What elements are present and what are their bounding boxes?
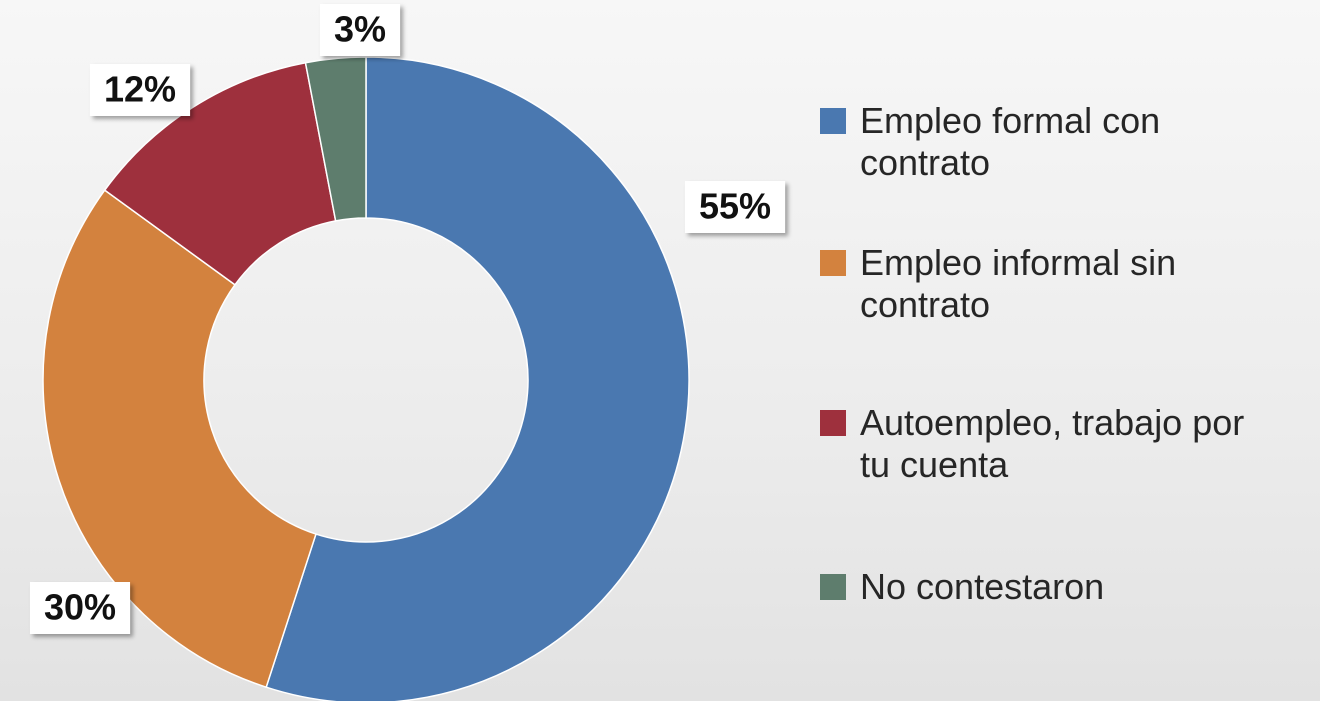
legend-item: Empleo formal con contrato	[820, 100, 1260, 184]
legend-swatch	[820, 410, 846, 436]
data-label: 12%	[104, 69, 176, 110]
legend-label: Empleo formal con contrato	[860, 100, 1161, 183]
legend-item: Autoempleo, trabajo por tu cuenta	[820, 402, 1260, 486]
legend-label: No contestaron	[860, 566, 1105, 607]
legend-item: Empleo informal sin contrato	[820, 242, 1260, 326]
slice	[304, 56, 367, 222]
data-label: 3%	[334, 9, 386, 50]
legend-label: Autoempleo, trabajo por tu cuenta	[860, 402, 1245, 485]
legend-item: No contestaron	[820, 566, 1260, 608]
slice	[103, 61, 337, 286]
label-box	[89, 64, 191, 116]
legend-swatch	[820, 574, 846, 600]
label-box	[319, 4, 401, 56]
label-box	[29, 582, 131, 634]
data-label: 55%	[699, 186, 771, 227]
data-label: 30%	[44, 587, 116, 628]
legend-swatch	[820, 108, 846, 134]
legend-swatch	[820, 250, 846, 276]
slice	[265, 56, 690, 701]
label-box	[684, 181, 786, 233]
legend-label: Empleo informal sin contrato	[860, 242, 1177, 325]
